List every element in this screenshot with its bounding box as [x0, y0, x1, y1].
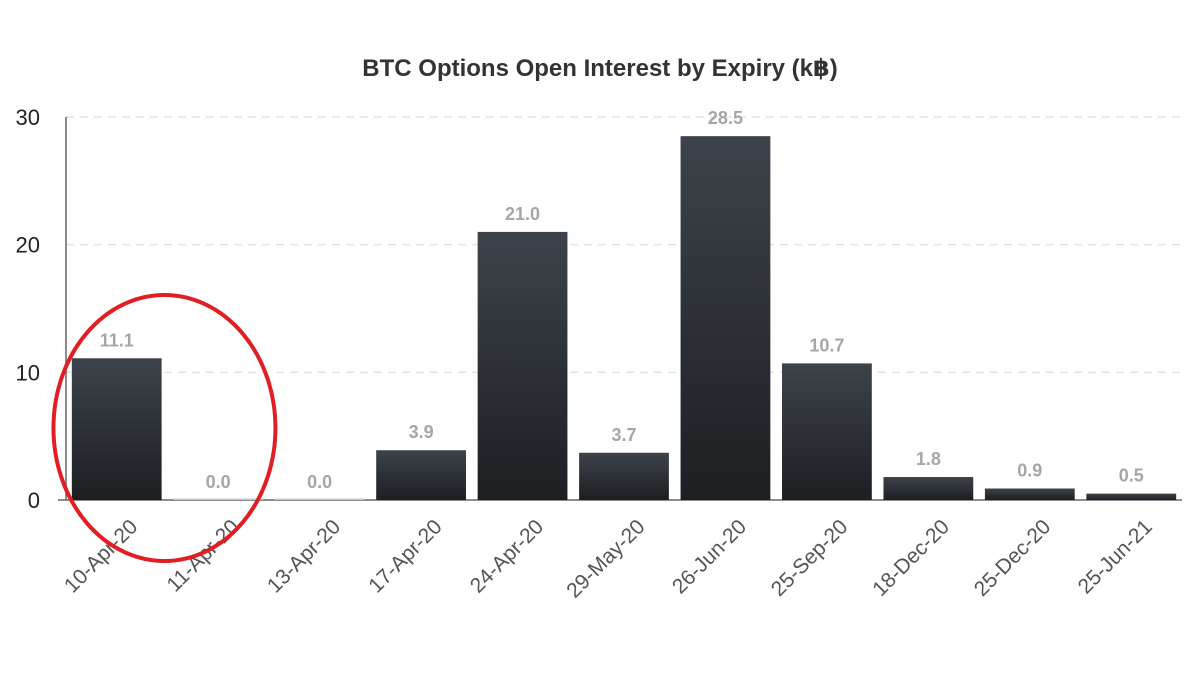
bar: [274, 498, 365, 500]
bar: [71, 358, 162, 500]
x-axis-tick-label: 25-Dec-20: [970, 515, 1056, 601]
x-axis-tick-label: 11-Apr-20: [163, 515, 244, 596]
y-axis-tick-label: 10: [16, 360, 40, 385]
annotation-layer: [51, 293, 278, 563]
data-label: 3.7: [611, 425, 636, 445]
bar: [782, 363, 872, 500]
data-label: 21.0: [505, 204, 540, 224]
y-axis-tick-label: 20: [16, 233, 40, 258]
bar: [579, 452, 669, 500]
data-label: 10.7: [809, 335, 844, 355]
data-label: 3.9: [409, 422, 434, 442]
bar: [477, 231, 568, 500]
bar: [883, 477, 974, 500]
data-label: 0.9: [1017, 461, 1042, 481]
x-axis-tick-label: 26-Jun-20: [668, 515, 751, 598]
y-axis-tick-label: 0: [28, 488, 40, 513]
grid-layer: 0 10 20 30: [16, 105, 1182, 513]
x-axis-tick-labels: 10-Apr-20 11-Apr-20 13-Apr-20 17-Apr-20 24-A…: [60, 515, 1157, 602]
x-axis-tick-label: 17-Apr-20: [364, 515, 446, 597]
data-label: 11.1: [100, 330, 134, 350]
data-label: 0.5: [1119, 466, 1144, 486]
x-axis-tick-label: 18-Dec-20: [868, 515, 954, 601]
data-label: 1.8: [916, 449, 941, 469]
x-axis-tick-label: 29-May-20: [562, 515, 649, 602]
x-axis-tick-label: 25-Jun-21: [1074, 515, 1157, 598]
x-axis-tick-label: 24-Apr-20: [466, 515, 548, 597]
bar: [984, 488, 1075, 500]
data-label: 0.0: [307, 472, 332, 492]
x-axis-tick-label: 13-Apr-20: [263, 515, 345, 597]
x-axis-tick-label: 25-Sep-20: [767, 515, 853, 601]
bars-layer: [71, 136, 1177, 500]
bar: [1086, 493, 1177, 500]
bar: [680, 136, 771, 500]
chart-title: BTC Options Open Interest by Expiry (k฿): [362, 55, 837, 82]
data-label: 0.0: [206, 472, 231, 492]
data-label: 28.5: [708, 108, 743, 128]
y-axis-tick-label: 30: [16, 105, 40, 130]
bar: [173, 498, 264, 500]
highlight-ellipse: [51, 293, 278, 563]
data-labels-layer: 11.1 0.0 0.0 3.9 21.0 3.7 28.5 10.7 1.8 0.9 0.5: [100, 108, 1144, 492]
bar: [376, 450, 466, 500]
